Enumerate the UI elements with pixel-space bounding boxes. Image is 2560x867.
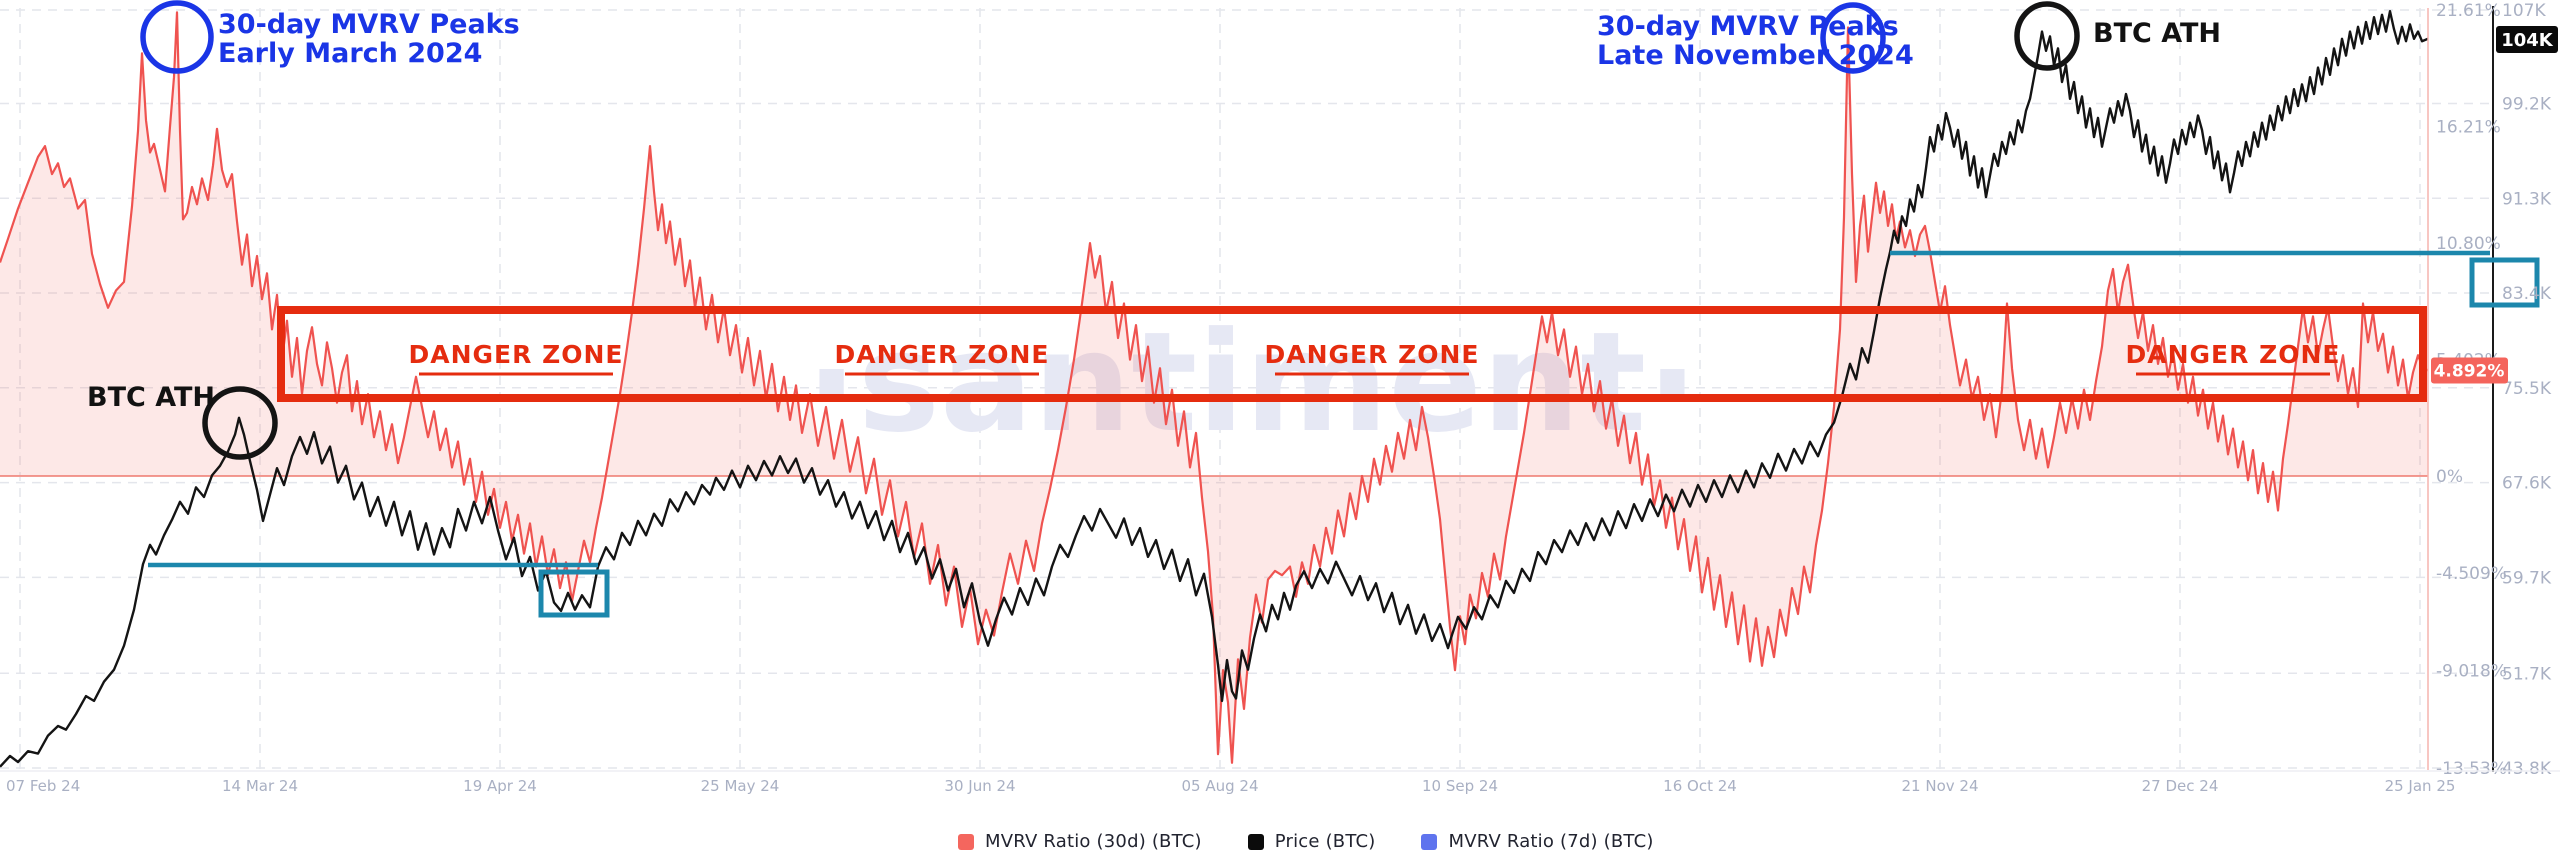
mvrv-peak-november-label: 30-day MVRV Peaks [1597,11,1899,42]
percent-tick-label: -4.509% [2436,564,2507,584]
legend-swatch-icon [1421,833,1438,850]
date-tick-label: 14 Mar 24 [222,777,298,795]
date-tick-label: 25 May 24 [701,777,780,795]
circle-btc-ath-december [2014,1,2080,71]
price-current-badge-text: 104K [2501,30,2554,51]
danger-zone-box [277,306,2427,402]
mvrv-peak-march-label: 30-day MVRV Peaks [218,9,520,40]
legend-item-0[interactable]: MVRV Ratio (30d) (BTC) [958,831,1202,852]
legend-label: MVRV Ratio (30d) (BTC) [985,831,1202,852]
date-tick-label: 25 Jan 25 [2385,777,2456,795]
date-tick-label: 05 Aug 24 [1182,777,1259,795]
btc-ath-december-label: BTC ATH [2093,18,2221,49]
legend-label: Price (BTC) [1274,831,1376,852]
price-tick-label: 51.7K [2502,664,2552,684]
date-tick-label: 27 Dec 24 [2142,777,2219,795]
percent-tick-label: 0% [2436,467,2463,487]
legend-swatch-icon [1247,833,1264,850]
legend-item-1[interactable]: Price (BTC) [1247,831,1376,852]
price-current-badge [2496,25,2558,53]
circle-mvrv-peak-november [1820,2,1886,74]
mvrv-current-badge-text: 4.892% [2434,362,2505,382]
price-tick-label: 107K [2502,1,2546,21]
mvrv-30d-area [0,12,2428,763]
btc-price-line [0,10,2429,768]
danger-zone-label: DANGER ZONE [1265,340,1480,369]
percent-tick-label: -9.018% [2436,661,2507,681]
mvrv-peak-march-label: Early March 2024 [218,38,482,69]
danger-zone-label: DANGER ZONE [2126,340,2341,369]
price-tick-label: 91.3K [2502,189,2552,209]
price-tick-label: 59.7K [2502,568,2552,588]
mvrv-peak-november-label: Late November 2024 [1597,40,1914,71]
percent-tick-label: 16.21% [2436,117,2501,137]
date-tick-label: 16 Oct 24 [1663,777,1737,795]
legend-swatch-icon [958,833,974,850]
date-tick-label: 19 Apr 24 [463,777,537,795]
mvrv-current-badge [2431,357,2508,384]
percent-tick-label: 21.61% [2436,1,2501,21]
btc-ath-march-label: BTC ATH [87,382,215,413]
circle-btc-ath-march [202,386,278,460]
date-tick-label: 10 Sep 24 [1422,777,1498,795]
percent-tick-label: 10.80% [2436,234,2501,254]
price-tick-label: 43.8K [2502,759,2552,779]
danger-zone-label: DANGER ZONE [409,340,624,369]
price-tick-label: 67.6K [2502,474,2552,494]
price-tick-label: 99.2K [2502,95,2552,115]
date-tick-label: 21 Nov 24 [1902,777,1979,795]
support-highlight-box-right [2469,257,2540,308]
chart-legend: MVRV Ratio (30d) (BTC) Price (BTC) MVRV Ra… [958,831,1654,852]
date-tick-label: 30 Jun 24 [944,777,1015,795]
support-highlight-box-left [538,569,610,618]
price-tick-label: 83.4K [2502,284,2552,304]
percent-tick-label: -13.53% [2436,759,2507,779]
date-tick-label: 07 Feb 24 [6,777,80,795]
circle-mvrv-peak-march [140,0,214,74]
legend-item-2[interactable]: MVRV Ratio (7d) (BTC) [1421,831,1653,852]
danger-zone-label: DANGER ZONE [835,340,1050,369]
price-tick-label: 75.5K [2502,379,2552,399]
legend-label: MVRV Ratio (7d) (BTC) [1448,831,1654,852]
